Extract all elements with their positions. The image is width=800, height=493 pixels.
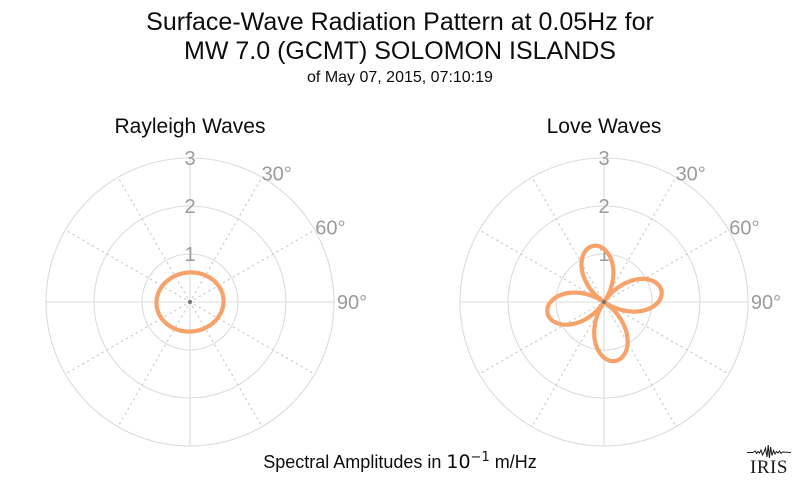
iris-logo-text: IRIS (750, 457, 788, 478)
polar-dotted-gridline (64, 303, 187, 375)
love-plot-title: Love Waves (546, 115, 662, 138)
caption-suffix: m/Hz (489, 452, 537, 472)
polar-dotted-gridline (478, 229, 601, 301)
radiation-pattern-curve (154, 270, 226, 334)
caption-base-number: 10 (446, 451, 471, 473)
rayleigh-plot-title: Rayleigh Waves (114, 115, 266, 138)
polar-dotted-gridline (531, 305, 603, 428)
polar-dotted-gridline (478, 303, 601, 375)
polar-dotted-gridline (117, 305, 189, 428)
polar-center-dot (601, 299, 607, 305)
iris-seismogram-icon (747, 444, 792, 459)
polar-dotted-gridline (605, 176, 677, 299)
caption-exponent: −1 (470, 450, 490, 465)
iris-logo: IRIS (743, 444, 795, 477)
caption-prefix: Spectral Amplitudes in (263, 452, 447, 472)
r-tick-label: 3 (184, 148, 195, 170)
theta-tick-label: 90° (337, 292, 367, 314)
theta-tick-label: 30° (262, 164, 292, 186)
rayleigh-polar-plot: 30° 60° 90° 1 2 3 (45, 148, 367, 447)
r-tick-label: 1 (184, 244, 195, 266)
theta-tick-label: 90° (751, 292, 781, 314)
polar-center-dot (187, 299, 193, 305)
polar-dotted-gridline (191, 176, 263, 299)
polar-dotted-gridline (605, 305, 677, 428)
figure-subtitle-date: of May 07, 2015, 07:10:19 (307, 69, 493, 86)
polar-dotted-gridline (193, 303, 316, 375)
amplitude-units-caption: Spectral Amplitudes in 10−1 m/Hz (0, 450, 800, 473)
r-tick-label: 2 (184, 196, 195, 218)
polar-dotted-gridline (531, 176, 603, 299)
r-tick-label: 3 (598, 148, 609, 170)
theta-tick-label: 60° (729, 217, 759, 239)
figure-title-line1: Surface-Wave Radiation Pattern at 0.05Hz… (146, 8, 654, 36)
polar-dotted-gridline (64, 229, 187, 301)
r-tick-label: 2 (598, 196, 609, 218)
figure-title-line2: MW 7.0 (GCMT) SOLOMON ISLANDS (184, 37, 616, 65)
theta-tick-label: 30° (676, 164, 706, 186)
polar-dotted-gridline (191, 305, 263, 428)
polar-dotted-gridline (607, 229, 730, 301)
polar-dotted-gridline (607, 303, 730, 375)
r-tick-label: 1 (598, 244, 609, 266)
polar-dotted-gridline (117, 176, 189, 299)
polar-dotted-gridline (193, 229, 316, 301)
figure-header: Surface-Wave Radiation Pattern at 0.05Hz… (0, 8, 800, 88)
love-polar-plot: 30° 60° 90° 1 2 3 (459, 148, 781, 447)
theta-tick-label: 60° (315, 217, 345, 239)
